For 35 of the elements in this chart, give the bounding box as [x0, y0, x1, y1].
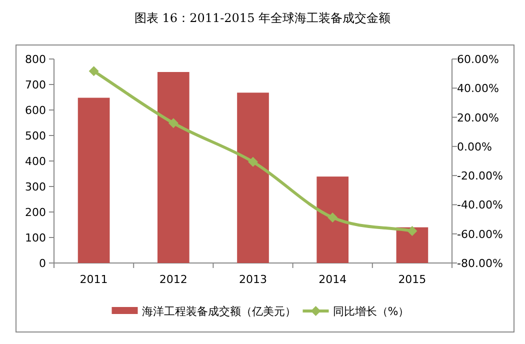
- legend-label: 海洋工程装备成交额（亿美元）: [142, 305, 296, 318]
- bar: [237, 92, 269, 263]
- bar: [396, 227, 428, 263]
- x-tick-label: 2011: [80, 273, 108, 286]
- y-tick-label: 800: [25, 53, 46, 66]
- y2-tick-label: 40.00%: [457, 82, 499, 96]
- y-tick-label: 600: [25, 104, 46, 117]
- x-tick-label: 2014: [318, 273, 347, 286]
- y-tick-label: 100: [25, 232, 46, 244]
- x-tick-label: 2012: [159, 273, 188, 286]
- point: [248, 156, 258, 167]
- chart-title: 图表 16：2011-2015 年全球海工装备成交金额: [134, 11, 391, 25]
- y-tick-label: 300: [25, 180, 46, 194]
- y2-tick-label: -40.00%: [457, 198, 503, 212]
- y2-tick-label: -80.00%: [457, 257, 503, 270]
- y2-tick-label: -20.00%: [457, 170, 503, 183]
- point: [88, 66, 99, 76]
- y2-tick-label: 60.00%: [457, 53, 499, 66]
- y2-tick-label: 0.00%: [457, 140, 492, 154]
- bar: [157, 72, 190, 263]
- bar: [316, 176, 349, 263]
- y2-tick-label: 20.00%: [457, 111, 499, 124]
- point: [168, 118, 178, 128]
- legend-label: 同比增长（%）: [332, 305, 410, 318]
- x-tick-label: 2015: [398, 273, 426, 286]
- y-tick-label: 200: [25, 206, 46, 219]
- bar: [78, 98, 110, 263]
- x-tick-label: 2013: [239, 273, 267, 286]
- y2-tick-label: -60.00%: [457, 228, 503, 241]
- y-tick-label: 500: [25, 130, 46, 142]
- y-tick-label: 400: [25, 155, 46, 168]
- point: [407, 226, 418, 236]
- y-tick-label: 0: [39, 257, 46, 270]
- point: [328, 212, 338, 223]
- y-tick-label: 700: [25, 78, 46, 92]
